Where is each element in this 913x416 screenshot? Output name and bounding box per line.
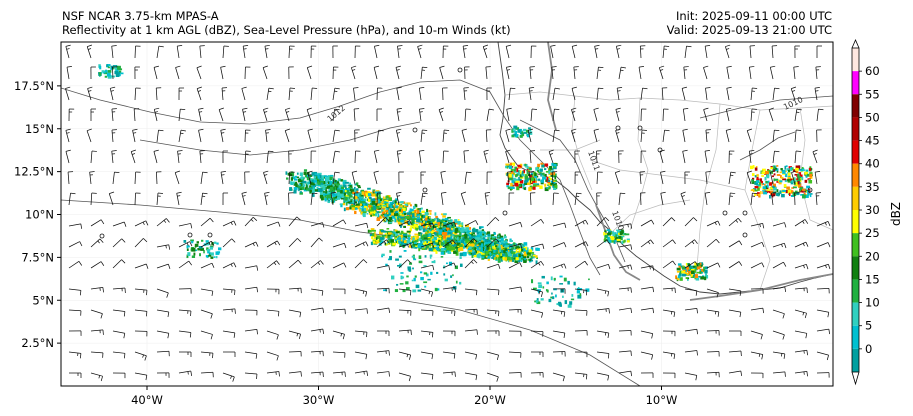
colorbar-tick: 35 (865, 180, 880, 194)
colorbar: 0 5 10 15 20 25 30 35 40 45 50 55 60 (851, 39, 880, 386)
colorbar-tick: 5 (865, 319, 872, 333)
valid-time: Valid: 2025-09-13 21:00 UTC (666, 23, 832, 37)
axis-ticks: 17.5°N 15°N 12.5°N 10°N 7.5°N 5°N 2.5°N 40°W 30°… (14, 79, 677, 407)
colorbar-tick: 50 (865, 110, 880, 124)
lon-tick-label: 30°W (303, 393, 335, 407)
map-frame-bg (61, 42, 833, 386)
colorbar-segment (852, 186, 859, 210)
colorbar-tick: 10 (865, 296, 880, 310)
lat-tick-label: 15°N (25, 122, 54, 136)
lat-tick-label: 12.5°N (14, 165, 54, 179)
colorbar-segment (852, 302, 859, 326)
colorbar-tick: 55 (865, 87, 880, 101)
init-time: Init: 2025-09-11 00:00 UTC (676, 9, 832, 23)
colorbar-segment (852, 140, 859, 164)
colorbar-segment (852, 325, 859, 349)
colorbar-segment (852, 71, 859, 95)
field-description: Reflectivity at 1 km AGL (dBZ), Sea-Leve… (62, 23, 511, 37)
model-name: NSF NCAR 3.75-km MPAS-A (62, 9, 219, 23)
chart-title: NSF NCAR 3.75-km MPAS-A Reflectivity at … (62, 9, 511, 37)
lat-tick-label: 5°N (32, 293, 54, 307)
lat-tick-label: 10°N (25, 208, 54, 222)
colorbar-segment (852, 163, 859, 187)
colorbar-tick: 15 (865, 272, 880, 286)
lon-tick-label: 10°W (646, 393, 678, 407)
gridlines (61, 42, 833, 386)
colorbar-segment (852, 256, 859, 280)
reflectivity-field (98, 64, 814, 308)
thick-isobars (547, 42, 833, 301)
colorbar-segment (852, 48, 859, 72)
colorbar-segment (852, 279, 859, 303)
colorbar-segment (852, 117, 859, 141)
colorbar-segment (852, 210, 859, 234)
colorbar-tick: 25 (865, 226, 880, 240)
wind-barbs (65, 44, 831, 382)
time-info: Init: 2025-09-11 00:00 UTC Valid: 2025-0… (667, 9, 832, 37)
colorbar-segment (852, 348, 859, 372)
lat-tick-label: 7.5°N (21, 250, 54, 264)
colorbar-segment (852, 94, 859, 118)
colorbar-tick: 30 (865, 203, 880, 217)
lon-tick-label: 20°W (474, 393, 506, 407)
colorbar-tick: 45 (865, 134, 880, 148)
colorbar-tick: 20 (865, 249, 880, 263)
colorbar-segment (852, 233, 859, 257)
colorbar-tick: 0 (865, 342, 872, 356)
colorbar-tick: 40 (865, 157, 880, 171)
colorbar-tick: 60 (865, 64, 880, 78)
lat-tick-label: 2.5°N (21, 336, 54, 350)
lat-tick-label: 17.5°N (14, 79, 54, 93)
lon-tick-label: 40°W (131, 393, 163, 407)
colorbar-label: dBZ (889, 202, 903, 226)
